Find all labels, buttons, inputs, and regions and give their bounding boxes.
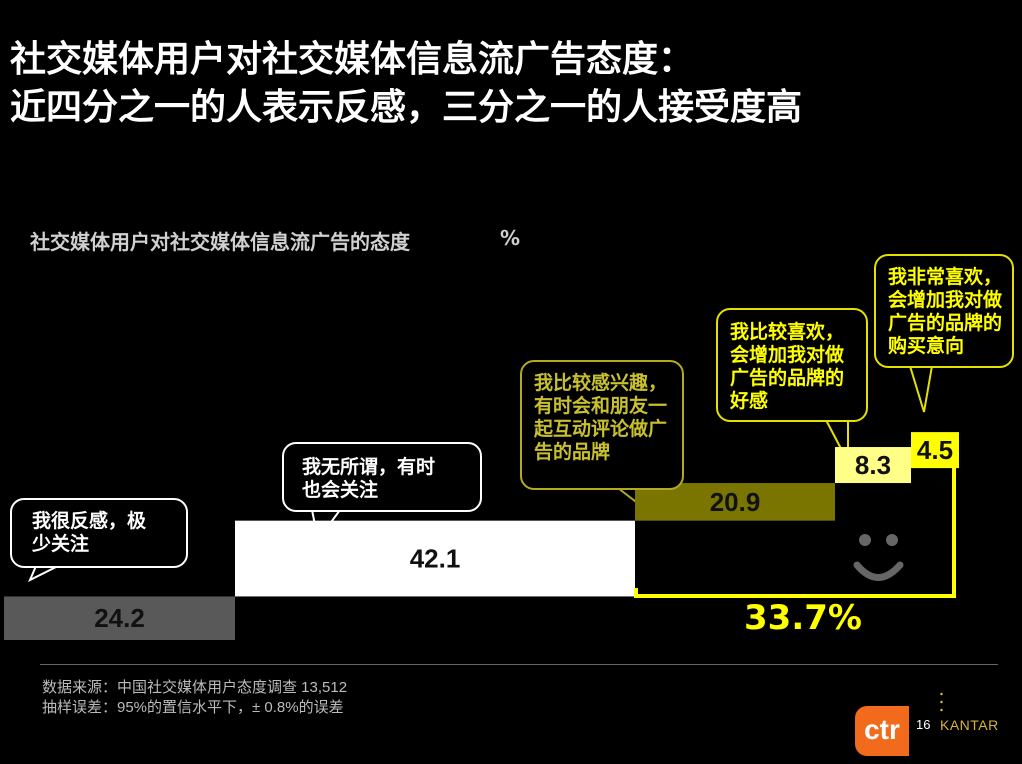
bar-1 (235, 520, 635, 597)
bubble-dislike-line-2: 少关注 (32, 533, 90, 555)
bar-value-label-4: 4.5 (917, 435, 953, 465)
bubble-dislike-line-1: 我很反感，极 (32, 510, 147, 532)
bubble-interested: 我比较感兴趣， 有时会和朋友一 起互动评论做广 告的品牌 (520, 360, 684, 490)
bar-3 (835, 447, 911, 484)
bubble-love-line-3: 广告的品牌的 (888, 312, 1003, 334)
bubble-indifferent: 我无所谓，有时 也会关注 (282, 442, 482, 512)
chart-unit: % (500, 226, 521, 250)
footer-divider (40, 664, 998, 665)
bubble-love: 我非常喜欢， 会增加我对做 广告的品牌的 购买意向 (874, 254, 1014, 368)
bar-0 (4, 596, 235, 640)
bar-value-label-3: 8.3 (855, 450, 891, 480)
bubble-indifferent-line-2: 也会关注 (302, 479, 379, 501)
title-line-1: 社交媒体用户对社交媒体信息流广告态度： (10, 39, 695, 80)
bubble-interested-line-1: 我比较感兴趣， (534, 372, 668, 394)
bubble-tail-4 (909, 365, 933, 413)
bar-4 (911, 432, 959, 469)
ctr-logo: ctr (855, 706, 909, 756)
bubble-like-line-1: 我比较喜欢， (730, 321, 845, 343)
bubble-like-line-2: 会增加我对做 (730, 344, 845, 366)
bubble-indifferent-line-1: 我无所谓，有时 (302, 456, 436, 478)
chart-title: 社交媒体用户对社交媒体信息流广告的态度 (30, 230, 410, 254)
bubble-interested-line-4: 告的品牌 (534, 441, 611, 463)
bubble-like: 我比较喜欢， 会增加我对做 广告的品牌的 好感 (716, 308, 868, 422)
bracket-line (634, 466, 956, 598)
kantar-dots-icon (940, 690, 943, 716)
bubble-love-line-4: 购买意向 (888, 335, 965, 357)
title-line-2: 近四分之一的人表示反感，三分之一的人接受度高 (10, 87, 803, 128)
bubble-interested-line-2: 有时会和朋友一 (534, 395, 668, 417)
bubble-tail-0 (28, 565, 59, 583)
page-number: 16 (916, 717, 931, 732)
bubble-interested-line-3: 起互动评论做广 (534, 418, 668, 440)
bubble-like-line-3: 广告的品牌的 (730, 367, 845, 389)
bar-value-label-0: 24.2 (94, 603, 145, 633)
bubble-dislike: 我很反感，极 少关注 (10, 498, 188, 568)
kantar-logo: KANTAR (940, 717, 999, 733)
smiley-face-icon (853, 534, 904, 581)
bubble-love-line-1: 我非常喜欢， (888, 266, 1003, 288)
bubble-like-line-4: 好感 (730, 390, 769, 412)
bar-value-label-1: 42.1 (410, 544, 461, 574)
error-note: 抽样误差：95%的置信水平下，± 0.8%的误差 (42, 699, 344, 716)
bracket-total-label: 33.7% (744, 598, 862, 638)
bar-value-label-2: 20.9 (710, 487, 761, 517)
source-note: 数据来源：中国社交媒体用户态度调查 13,512 (42, 679, 348, 696)
bubble-love-line-2: 会增加我对做 (888, 289, 1003, 311)
page-title: 社交媒体用户对社交媒体信息流广告态度： 近四分之一的人表示反感，三分之一的人接受… (10, 36, 802, 132)
